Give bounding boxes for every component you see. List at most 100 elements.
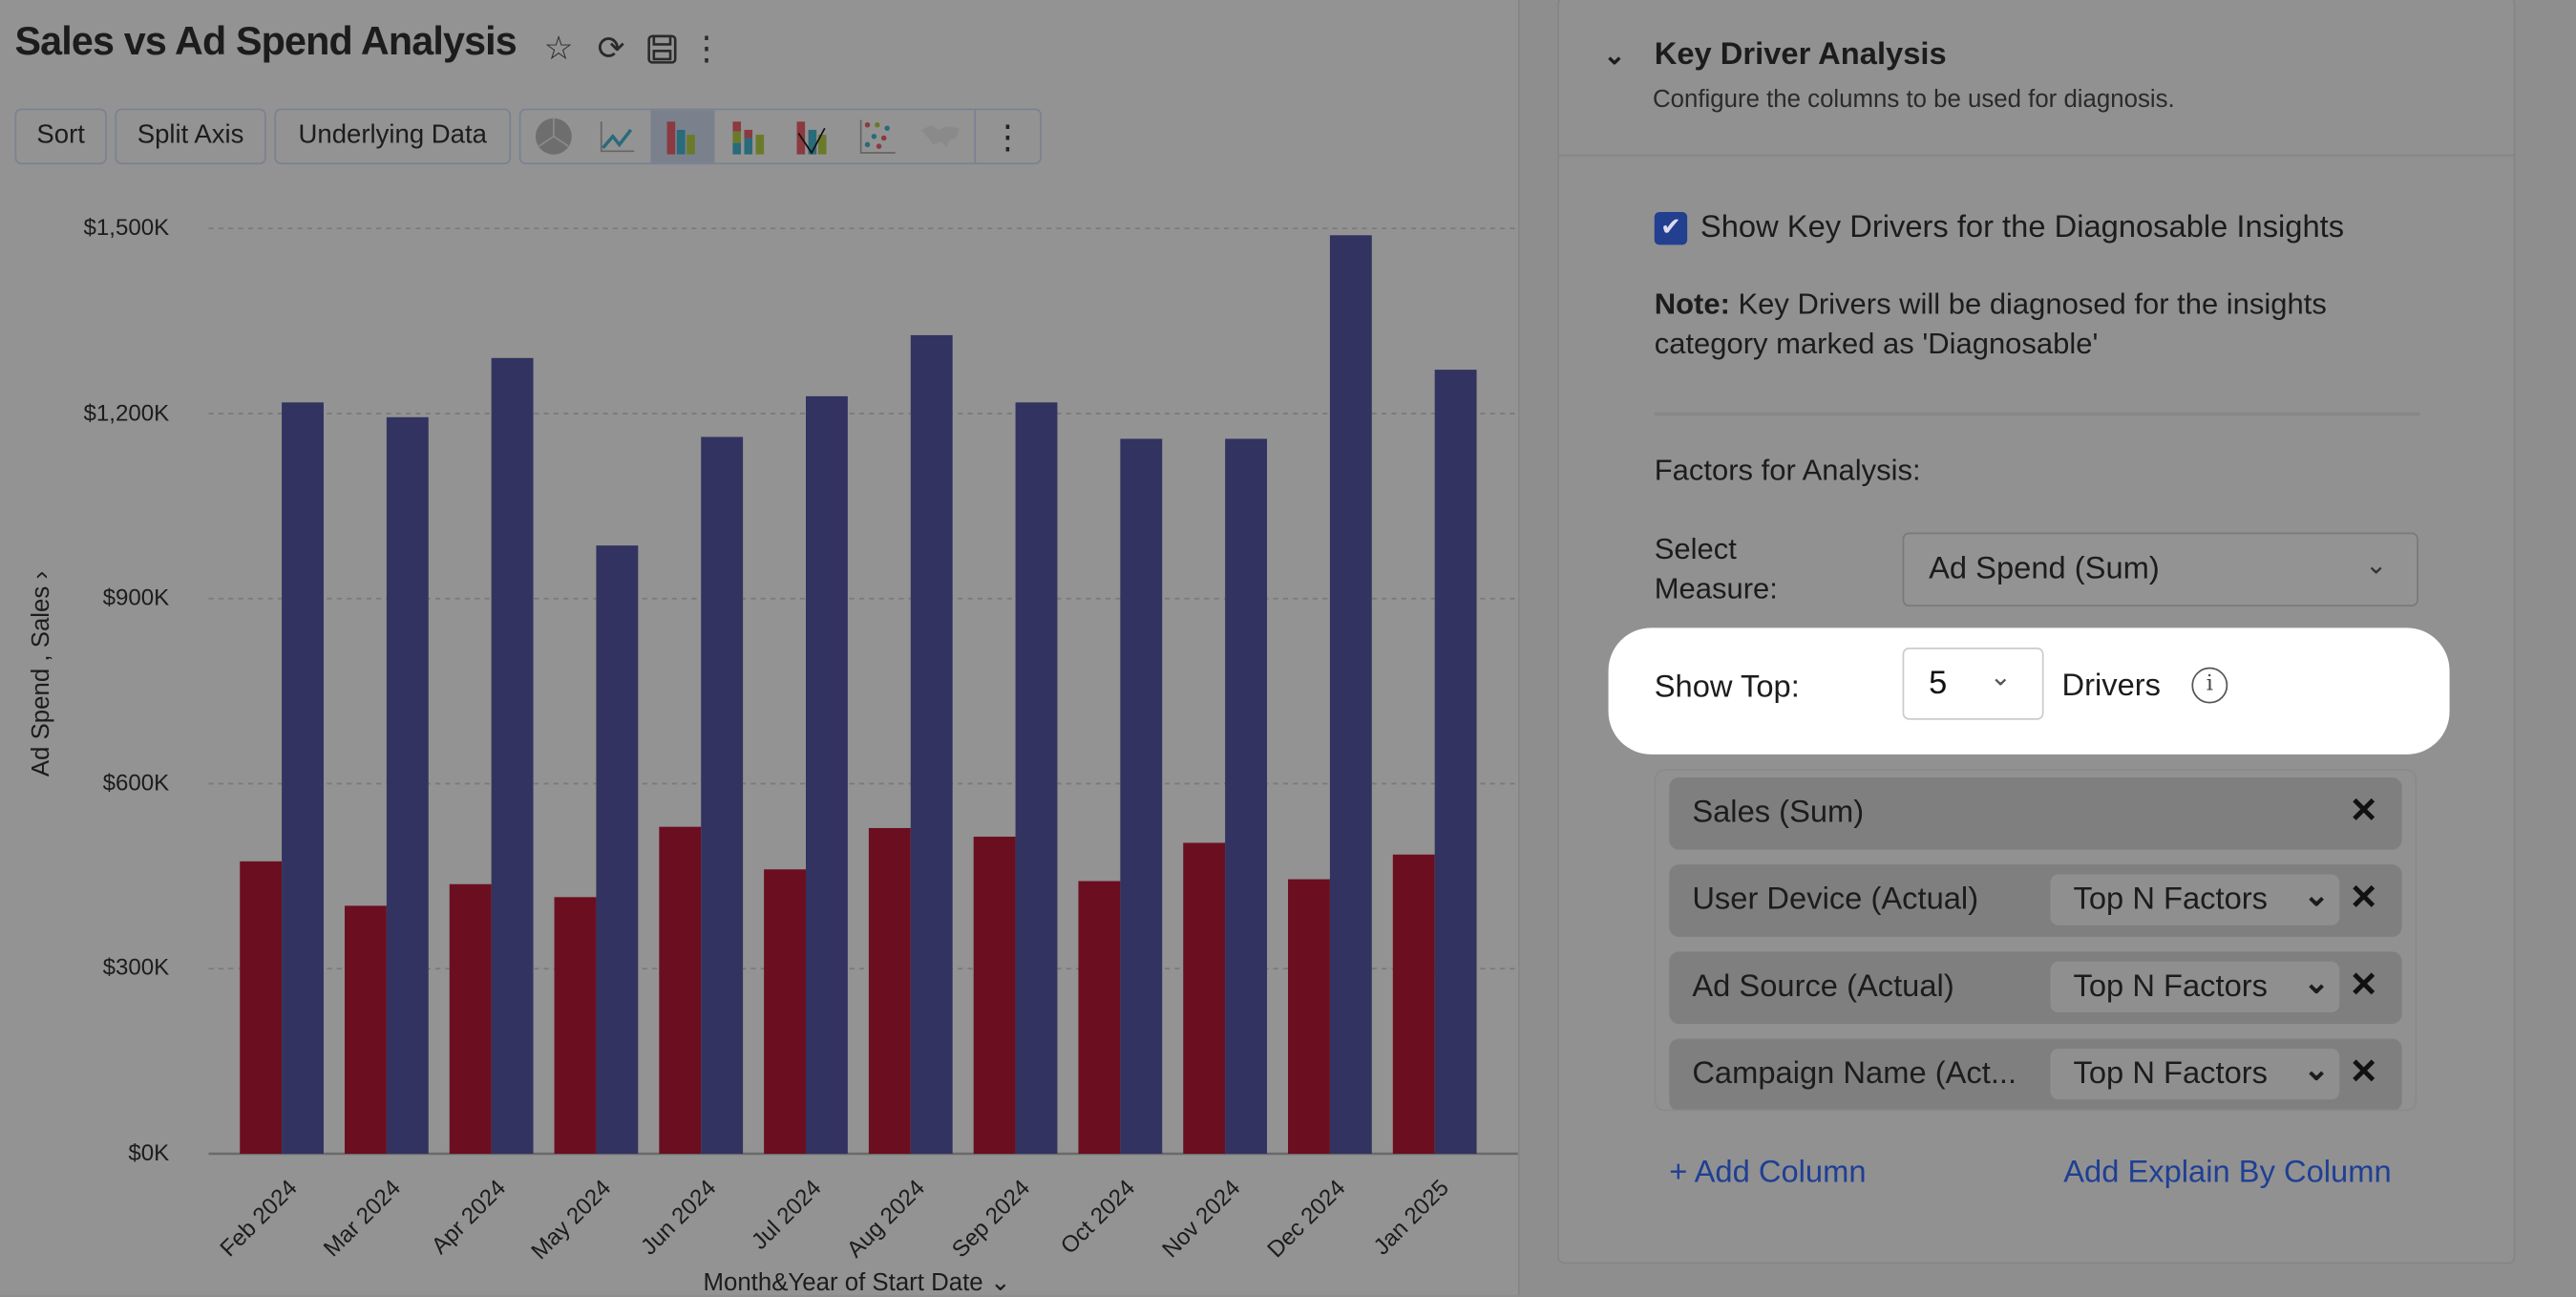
star-icon[interactable]: ☆ [543,31,574,68]
refresh-icon[interactable]: ⟳ [597,31,625,68]
bar-ad-spend[interactable] [868,827,911,1155]
note-label: Note: [1654,287,1730,321]
drivers-label: Drivers [2061,669,2162,704]
bar-ad-spend[interactable] [764,869,807,1155]
add-explain-by-column-link[interactable]: Add Explain By Column [2063,1155,2392,1190]
bar-chart [208,227,1518,1156]
bar-sales[interactable] [1329,235,1372,1155]
bar-ad-spend[interactable] [1392,854,1435,1155]
chevron-down-icon: ⌄ [2303,966,2330,1001]
y-tick-label: $1,500K [83,213,170,241]
panel-subtitle: Configure the columns to be used for dia… [1653,85,2175,114]
chevron-down-icon: ⌄ [2303,1053,2330,1089]
show-top-label: Show Top: [1654,670,1800,706]
remove-icon[interactable]: ✕ [2349,879,2378,918]
column-row: Sales (Sum) ✕ [1669,776,2402,850]
scatter-chart-icon[interactable] [844,110,909,162]
measure-select[interactable]: Ad Spend (Sum) ⌄ [1902,532,2418,606]
factors-label: Factors for Analysis: [1654,453,1921,487]
split-axis-button[interactable]: Split Axis [115,108,266,165]
show-top-highlight: Show Top: 5 ⌄ Drivers i [1608,627,2450,755]
stacked-bar-chart-icon[interactable] [715,110,780,162]
bar-sales[interactable] [1225,438,1268,1155]
key-driver-panel: ⌄ Key Driver Analysis Configure the colu… [1557,0,2516,1265]
pie-chart-icon[interactable] [520,110,585,162]
column-name: User Device (Actual) [1692,882,1979,918]
remove-icon[interactable]: ✕ [2349,1053,2378,1092]
show-key-drivers-checkbox[interactable]: ✔ [1654,211,1688,245]
factor-mode-select[interactable]: Top N Factors ⌄ [2050,874,2340,925]
bar-sales[interactable] [1015,402,1058,1155]
map-chart-icon[interactable] [909,110,974,162]
show-top-value: 5 [1929,665,1948,702]
factor-mode-value: Top N Factors [2073,882,2269,918]
bar-sales[interactable] [491,357,534,1155]
more-icon[interactable]: ⋮ [689,31,724,68]
column-row: Ad Source (Actual) Top N Factors ⌄ ✕ [1669,951,2402,1025]
bar-sales[interactable] [701,436,744,1155]
note: Note: Key Drivers will be diagnosed for … [1655,285,2427,364]
y-axis-title-text: Ad Spend , Sales [27,585,55,777]
bar-sales[interactable] [1120,438,1163,1155]
chevron-down-icon: ⌄ [2365,552,2388,581]
remove-icon[interactable]: ✕ [2349,792,2378,831]
column-name: Campaign Name (Act... [1692,1056,2017,1092]
save-icon[interactable] [643,28,682,71]
combo-chart-icon[interactable] [779,110,844,162]
factor-mode-value: Top N Factors [2073,969,2269,1005]
factor-mode-select[interactable]: Top N Factors ⌄ [2050,961,2340,1013]
chevron-down-icon: ⌄ [2303,879,2330,914]
chart-more-icon[interactable]: ⋮ [973,110,1040,163]
columns-list: Sales (Sum) ✕ User Device (Actual) Top N… [1654,769,2418,1112]
bar-sales[interactable] [596,545,639,1155]
bar-ad-spend[interactable] [659,826,702,1155]
bar-ad-spend[interactable] [1183,842,1226,1155]
bar-ad-spend[interactable] [973,837,1016,1155]
column-row: User Device (Actual) Top N Factors ⌄ ✕ [1669,864,2402,937]
bar-chart-icon[interactable] [649,110,715,163]
remove-icon[interactable]: ✕ [2349,966,2378,1005]
bar-sales[interactable] [1434,370,1477,1155]
bar-sales[interactable] [386,416,429,1155]
x-axis-title-text: Month&Year of Start Date [703,1268,983,1297]
report-pane: Sales vs Ad Spend Analysis ☆ ⟳ ⋮ Sort Sp… [14,0,1520,1297]
bar-sales[interactable] [806,395,848,1155]
factor-mode-select[interactable]: Top N Factors ⌄ [2050,1048,2340,1100]
column-name: Ad Source (Actual) [1692,969,1954,1005]
panel-heading: Key Driver Analysis [1654,37,1947,73]
factor-mode-value: Top N Factors [2073,1056,2269,1092]
line-chart-icon[interactable] [585,110,650,162]
bar-ad-spend[interactable] [240,861,283,1155]
y-tick-label: $300K [102,953,170,981]
show-key-drivers-label: Show Key Drivers for the Diagnosable Ins… [1700,210,2345,245]
x-axis-title[interactable]: Month&Year of Start Date ⌄ [703,1267,1010,1297]
bar-ad-spend[interactable] [1078,881,1121,1155]
column-row: Campaign Name (Act... Top N Factors ⌄ ✕ [1669,1038,2402,1110]
bar-sales[interactable] [910,334,953,1155]
report-title: Sales vs Ad Spend Analysis [14,19,517,65]
bar-ad-spend[interactable] [554,897,597,1155]
bar-sales[interactable] [282,402,324,1155]
info-icon[interactable]: i [2191,667,2228,704]
chevron-down-icon: › [27,570,55,580]
y-tick-label: $1,200K [83,398,170,425]
chevron-down-icon: ⌄ [1989,664,2012,692]
sort-button[interactable]: Sort [14,108,107,165]
column-name: Sales (Sum) [1692,795,1865,831]
note-text: Key Drivers will be diagnosed for the in… [1654,287,2327,360]
bar-ad-spend[interactable] [449,883,492,1155]
collapse-chevron-icon[interactable]: ⌄ [1603,42,1626,71]
show-top-select[interactable]: 5 ⌄ [1902,647,2044,720]
measure-label: Select Measure: [1654,532,1778,606]
bar-ad-spend[interactable] [1288,879,1330,1155]
bar-ad-spend[interactable] [345,905,387,1155]
chart-type-switcher: ⋮ [518,108,1042,165]
add-column-link[interactable]: + Add Column [1669,1155,1867,1190]
y-tick-label: $600K [102,768,170,796]
y-tick-label: $0K [128,1138,170,1166]
measure-select-value: Ad Spend (Sum) [1929,552,2160,587]
divider [1654,412,2420,416]
divider [1558,154,2514,157]
underlying-data-button[interactable]: Underlying Data [274,108,512,165]
